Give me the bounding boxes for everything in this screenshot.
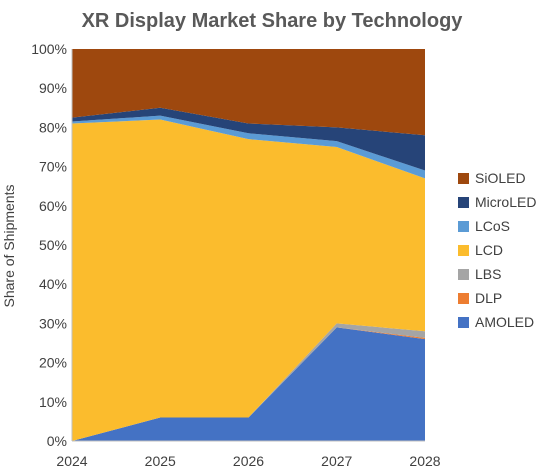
x-tick-label: 2026 xyxy=(233,453,264,469)
axes: 0% 10% 20% 30% 40% 50% 60% 70% 80% 90% 100% 2024 202… xyxy=(31,41,441,469)
series-area-lcos xyxy=(72,115,425,179)
legend-swatch-lcos xyxy=(458,221,469,232)
y-tick-label: 100% xyxy=(31,41,67,57)
y-tick-label: 90% xyxy=(39,80,67,96)
legend-label-lbs: LBS xyxy=(475,266,501,282)
legend-label-dlp: DLP xyxy=(475,290,502,306)
y-tick-label: 10% xyxy=(39,394,67,410)
chart-title: XR Display Market Share by Technology xyxy=(82,10,464,32)
legend: SiOLED MicroLED LCoS LCD LBS DLP AMOLED xyxy=(458,170,536,330)
y-tick-label: 0% xyxy=(47,433,67,449)
legend-label-microled: MicroLED xyxy=(475,194,536,210)
legend-label-lcd: LCD xyxy=(475,242,503,258)
y-tick-label: 80% xyxy=(39,119,67,135)
y-tick-label: 70% xyxy=(39,159,67,175)
legend-swatch-lcd xyxy=(458,245,469,256)
series-area-sioled xyxy=(72,49,425,136)
legend-swatch-sioled xyxy=(458,173,469,184)
y-tick-label: 30% xyxy=(39,315,67,331)
y-axis-label: Share of Shipments xyxy=(1,185,17,308)
plot-area xyxy=(72,49,425,441)
legend-swatch-amoled xyxy=(458,317,469,328)
x-tick-label: 2028 xyxy=(409,453,440,469)
x-tick-label: 2025 xyxy=(145,453,176,469)
legend-label-sioled: SiOLED xyxy=(475,170,526,186)
x-tick-label: 2024 xyxy=(56,453,87,469)
series-area-microled xyxy=(72,107,425,171)
y-tick-label: 40% xyxy=(39,276,67,292)
legend-label-lcos: LCoS xyxy=(475,218,510,234)
y-tick-label: 50% xyxy=(39,237,67,253)
legend-swatch-dlp xyxy=(458,293,469,304)
legend-swatch-microled xyxy=(458,197,469,208)
x-tick-label: 2027 xyxy=(321,453,352,469)
legend-swatch-lbs xyxy=(458,269,469,280)
series-area-amoled xyxy=(72,327,425,441)
y-tick-label: 60% xyxy=(39,198,67,214)
y-tick-label: 20% xyxy=(39,355,67,371)
legend-label-amoled: AMOLED xyxy=(475,314,534,330)
series-area-lcd xyxy=(72,119,425,441)
